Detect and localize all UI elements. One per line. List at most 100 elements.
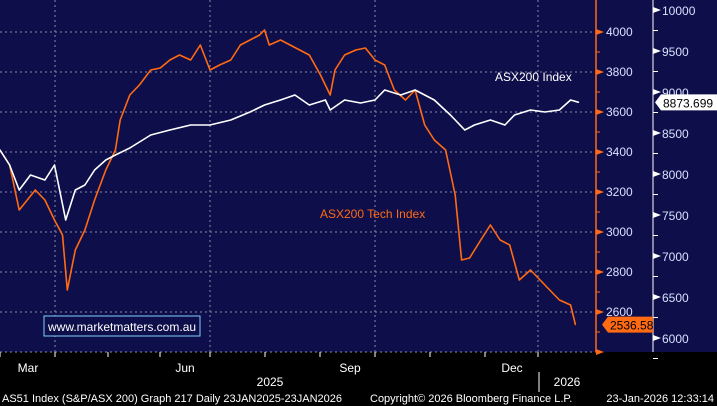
right-tick-marker bbox=[653, 212, 661, 218]
right-tick-marker bbox=[653, 253, 661, 259]
data-point bbox=[569, 304, 572, 306]
data-point bbox=[129, 94, 131, 96]
data-point bbox=[504, 124, 506, 126]
data-point bbox=[66, 289, 68, 291]
series-line-tech bbox=[0, 29, 577, 325]
right-tick-label: 6000 bbox=[662, 332, 689, 346]
data-point bbox=[93, 169, 96, 171]
data-point bbox=[150, 134, 152, 136]
data-point bbox=[209, 69, 211, 71]
right-tick-marker bbox=[653, 171, 661, 177]
data-point bbox=[577, 101, 580, 103]
data-point bbox=[393, 89, 395, 91]
data-point bbox=[18, 189, 20, 191]
data-point bbox=[473, 124, 476, 126]
data-point bbox=[294, 94, 296, 96]
data-point bbox=[218, 64, 221, 66]
data-point bbox=[414, 89, 416, 91]
timestamp: 23-Jan-2026 12:33:14 bbox=[606, 393, 714, 405]
data-point bbox=[53, 219, 56, 221]
left-tick-label: 3600 bbox=[606, 105, 633, 119]
year-label: 2025 bbox=[257, 375, 284, 389]
data-point bbox=[61, 234, 64, 236]
data-point bbox=[558, 109, 560, 111]
data-point bbox=[308, 104, 310, 106]
right-tick-label: 8000 bbox=[662, 168, 689, 182]
left-tick-label: 2600 bbox=[606, 305, 633, 319]
left-tick-label: 3200 bbox=[606, 185, 633, 199]
data-point bbox=[404, 99, 407, 101]
series-line-asx200 bbox=[0, 89, 579, 221]
left-tick-marker bbox=[596, 109, 604, 115]
right-tick-marker bbox=[653, 130, 661, 136]
data-point bbox=[329, 94, 331, 96]
data-point bbox=[343, 54, 346, 56]
last-value-label: 2536.58 bbox=[610, 319, 654, 333]
data-point bbox=[355, 49, 357, 51]
data-point bbox=[190, 124, 192, 126]
data-point bbox=[480, 239, 482, 241]
data-point bbox=[424, 94, 426, 96]
x-tick-label: Dec bbox=[501, 361, 522, 375]
data-point bbox=[449, 114, 451, 116]
data-point bbox=[230, 59, 232, 61]
left-tick-marker bbox=[596, 189, 604, 195]
right-tick-label: 7500 bbox=[662, 209, 689, 223]
data-point bbox=[489, 224, 492, 226]
data-point bbox=[169, 129, 171, 131]
data-point bbox=[558, 299, 560, 301]
data-point bbox=[384, 64, 386, 66]
data-point bbox=[319, 74, 322, 76]
data-point bbox=[169, 59, 171, 61]
left-tick-label: 3000 bbox=[606, 225, 633, 239]
data-point bbox=[93, 199, 96, 201]
data-point bbox=[190, 59, 192, 61]
data-point bbox=[489, 119, 492, 121]
data-point bbox=[569, 99, 572, 101]
data-point bbox=[263, 29, 266, 31]
watermark-box bbox=[43, 315, 201, 337]
right-tick-label: 10000 bbox=[662, 4, 696, 18]
data-point bbox=[159, 67, 161, 69]
data-point bbox=[509, 244, 511, 246]
data-point bbox=[433, 99, 435, 101]
data-point bbox=[209, 124, 211, 126]
left-tick-marker bbox=[596, 29, 604, 35]
data-point bbox=[374, 99, 376, 101]
data-point bbox=[65, 219, 67, 221]
data-point bbox=[329, 109, 331, 111]
data-point bbox=[308, 54, 310, 56]
series-annotation-asx200: ASX200 Index bbox=[495, 70, 572, 84]
data-point bbox=[364, 47, 367, 49]
right-tick-marker bbox=[653, 89, 661, 95]
data-point bbox=[114, 149, 116, 151]
x-tick-label: Sep bbox=[339, 361, 361, 375]
left-tick-label: 2800 bbox=[606, 265, 633, 279]
data-point bbox=[469, 257, 471, 259]
x-tick-label: Mar bbox=[18, 361, 39, 375]
data-point bbox=[444, 149, 447, 151]
data-point bbox=[384, 89, 386, 91]
data-point bbox=[279, 99, 282, 101]
data-point bbox=[53, 164, 56, 166]
right-tick-label: 7000 bbox=[662, 250, 689, 264]
data-point bbox=[249, 111, 251, 113]
left-tick-marker bbox=[596, 149, 604, 155]
data-point bbox=[374, 59, 376, 61]
data-point bbox=[324, 99, 326, 101]
data-point bbox=[460, 259, 463, 261]
data-point bbox=[289, 44, 291, 46]
data-point bbox=[268, 44, 270, 46]
data-point bbox=[360, 102, 362, 104]
plot-area bbox=[0, 0, 596, 352]
left-tick-label: 3800 bbox=[606, 65, 633, 79]
right-tick-marker bbox=[653, 335, 661, 341]
data-point bbox=[44, 179, 46, 181]
data-point bbox=[334, 69, 336, 71]
data-point bbox=[239, 44, 242, 46]
data-point bbox=[74, 249, 76, 251]
right-tick-marker bbox=[653, 7, 661, 13]
left-tick-marker bbox=[596, 269, 604, 275]
data-point bbox=[199, 44, 201, 46]
